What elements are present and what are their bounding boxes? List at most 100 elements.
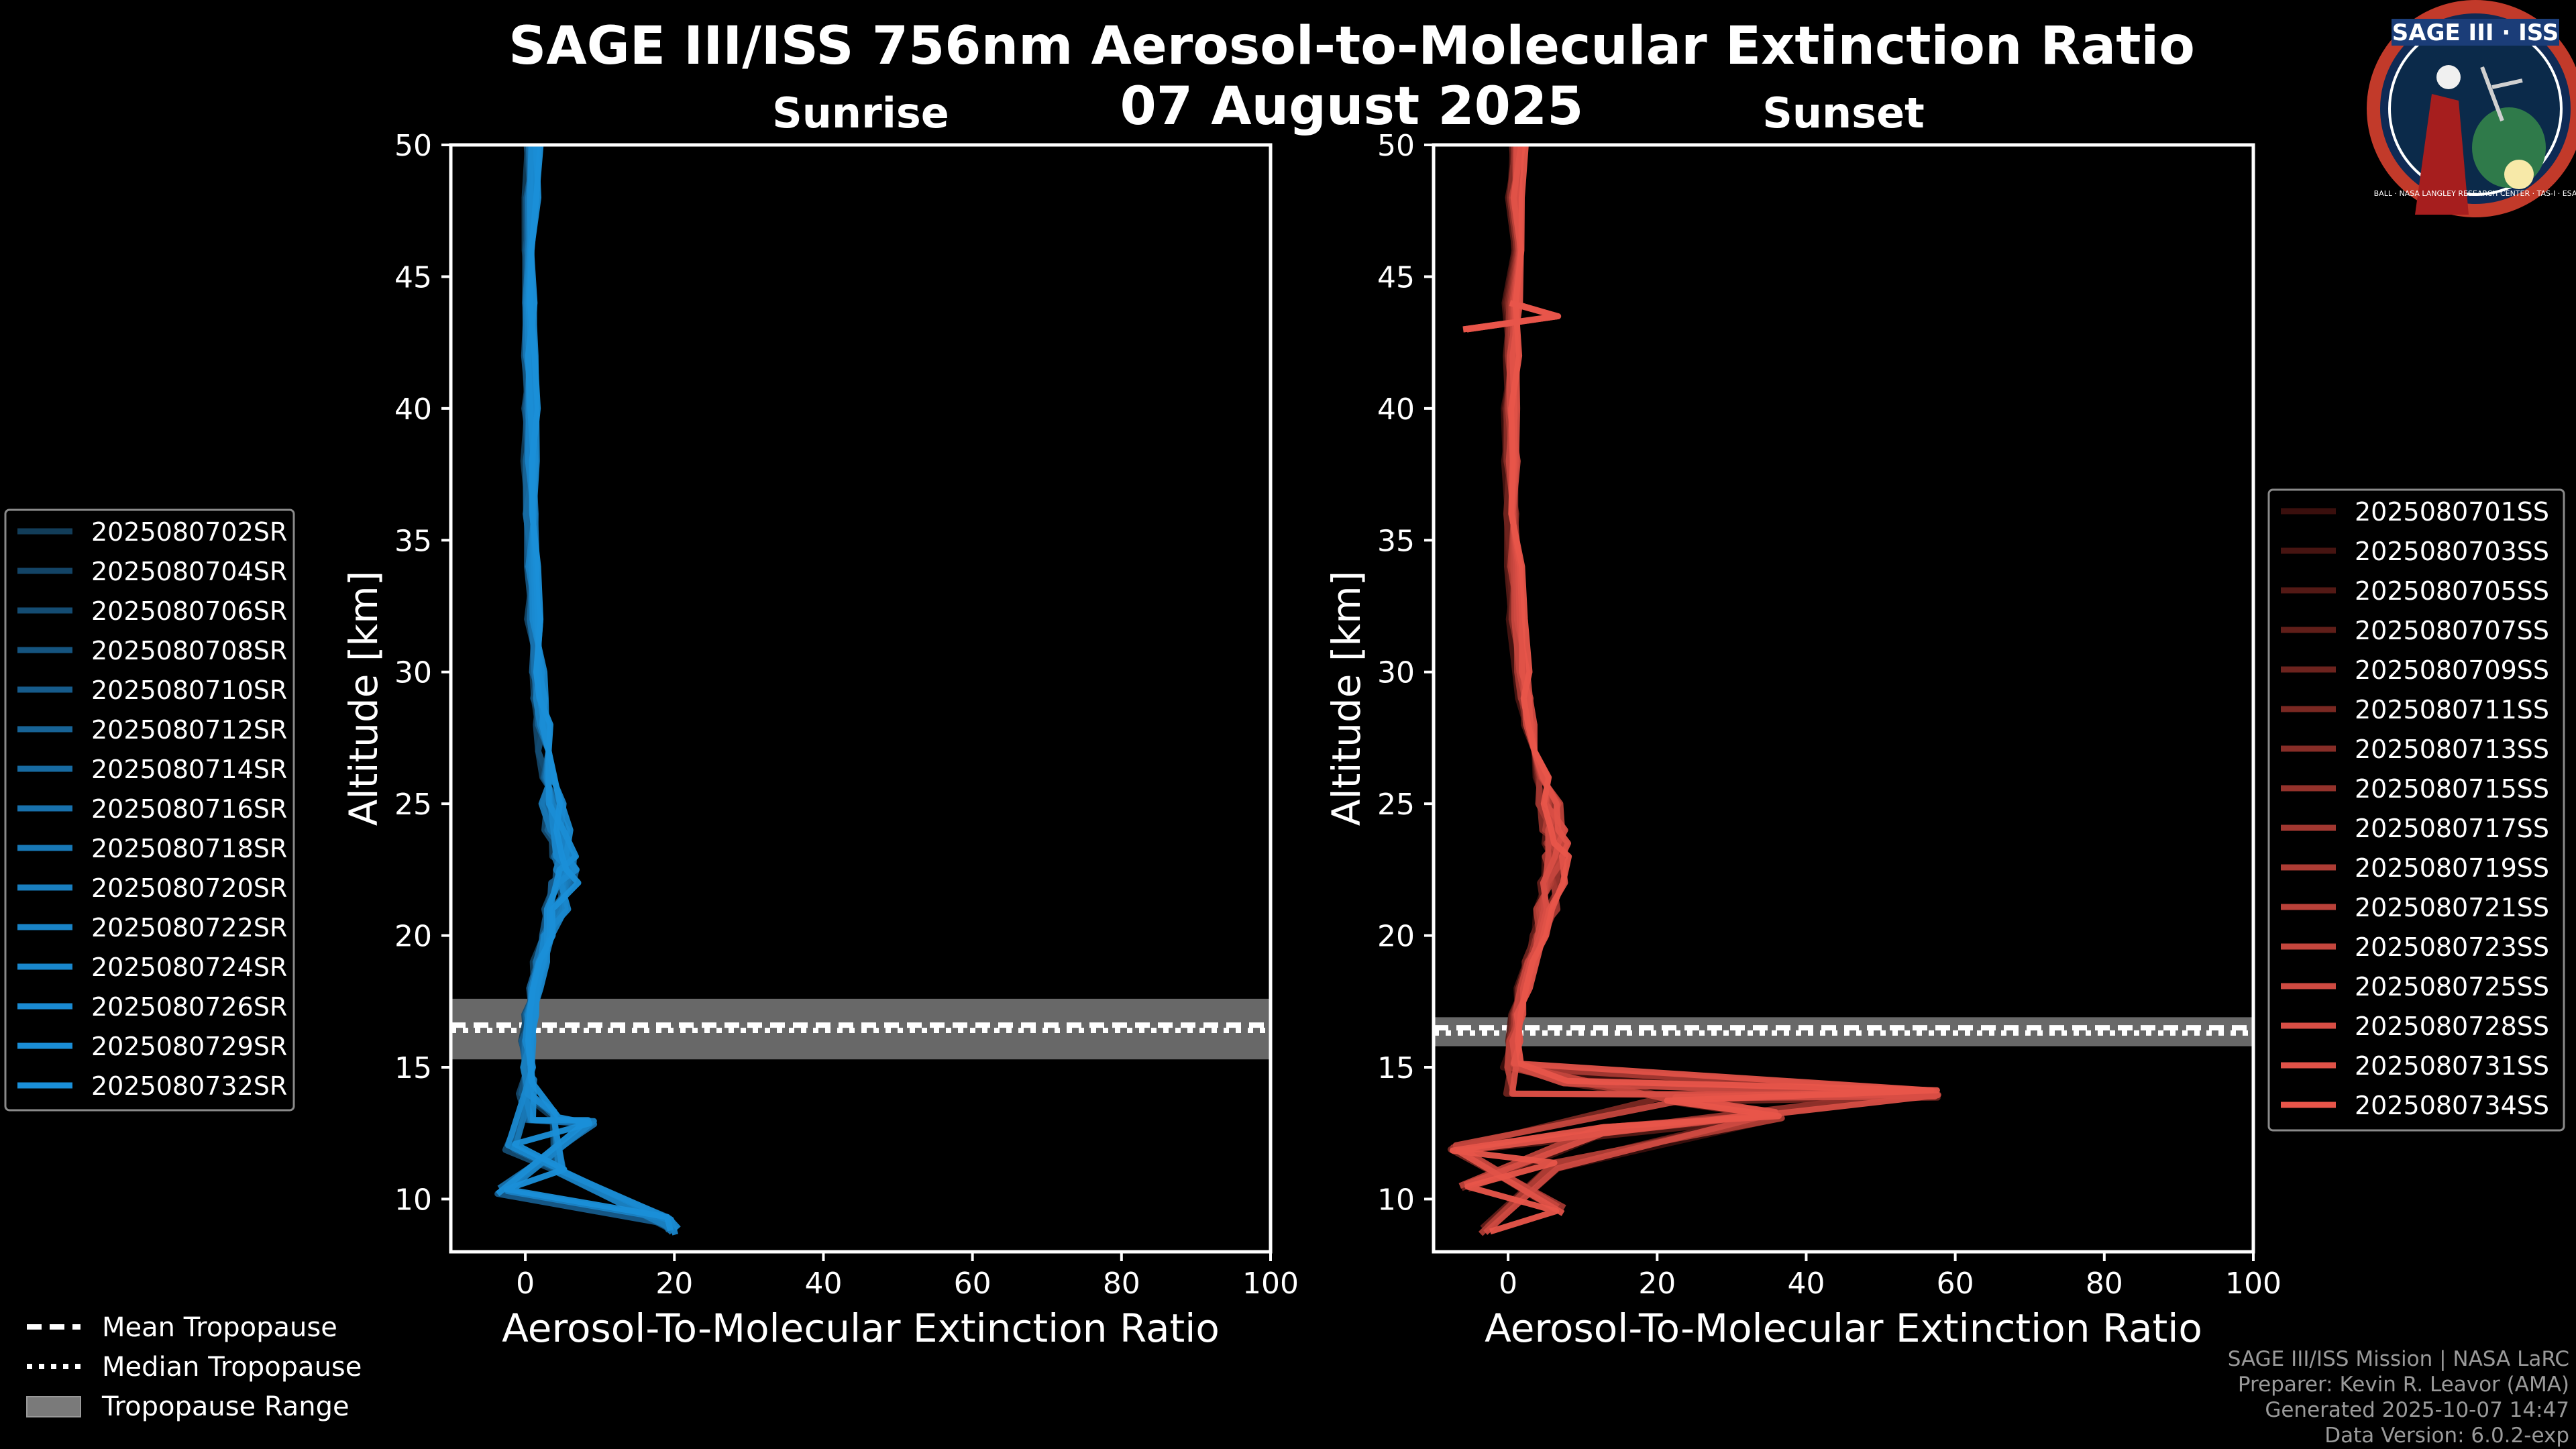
- credit-preparer: Preparer: Kevin R. Leavor (AMA): [2238, 1373, 2569, 1397]
- main-date: 07 August 2025: [1120, 76, 1584, 137]
- legend-label-2025080729SR: 2025080729SR: [91, 1032, 287, 1061]
- logo-banner: [2392, 19, 2559, 46]
- series-line-2025080734SS-upper: [1462, 300, 1561, 333]
- credit-mission: SAGE III/ISS Mission | NASA LaRC: [2228, 1347, 2569, 1371]
- plot-area: [451, 145, 1271, 1252]
- legend-box: [2267, 488, 2565, 1132]
- series-lines: [1447, 145, 1941, 1236]
- legend-label-2025080713SS: 2025080713SS: [2355, 735, 2549, 764]
- legend-label-2025080705SS: 2025080705SS: [2355, 576, 2549, 606]
- legend-label-2025080726SR: 2025080726SR: [91, 992, 287, 1022]
- legend-label-2025080717SS: 2025080717SS: [2355, 814, 2549, 843]
- y-axis-label: Altitude [km]: [1324, 571, 1369, 826]
- legend-label-2025080716SR: 2025080716SR: [91, 794, 287, 824]
- x-tick-label: 20: [655, 1267, 693, 1301]
- y-tick-label: 10: [394, 1183, 432, 1217]
- plot-frame: [449, 143, 1273, 1254]
- y-tick-label: 50: [394, 129, 432, 163]
- y-axis-label: Altitude [km]: [341, 571, 386, 826]
- logo-sun: [2504, 160, 2534, 189]
- legend-label-2025080732SR: 2025080732SR: [91, 1071, 287, 1101]
- x-axis-label: Aerosol-To-Molecular Extinction Ratio: [502, 1305, 1220, 1351]
- y-tick-label: 25: [1377, 788, 1415, 822]
- y-tick-label: 15: [394, 1051, 432, 1085]
- sage-logo: SAGE III · ISS BALL · NASA LANGLEY RESEA…: [2367, 0, 2576, 217]
- y-tick-label: 30: [1377, 656, 1415, 690]
- legend-label-2025080731SS: 2025080731SS: [2355, 1051, 2549, 1081]
- legend-label-2025080721SS: 2025080721SS: [2355, 893, 2549, 922]
- mean-tropopause-label: Mean Tropopause: [102, 1312, 337, 1343]
- y-tick-label: 10: [1377, 1183, 1415, 1217]
- logo-figure: [2415, 94, 2469, 215]
- y-tick-label: 35: [1377, 524, 1415, 558]
- legend-label-2025080724SR: 2025080724SR: [91, 953, 287, 982]
- y-tick-label: 15: [1377, 1051, 1415, 1085]
- legend-label-2025080718SR: 2025080718SR: [91, 834, 287, 863]
- tropopause-legend: Mean Tropopause Median Tropopause Tropop…: [26, 1312, 362, 1422]
- legend-label-2025080711SS: 2025080711SS: [2355, 695, 2549, 724]
- logo-ring-text: BALL · NASA LANGLEY RESEARCH CENTER · TA…: [2374, 189, 2576, 198]
- y-tick-label: 40: [1377, 392, 1415, 427]
- legend-label-2025080709SS: 2025080709SS: [2355, 655, 2549, 685]
- credit-generated: Generated 2025-10-07 14:47: [2265, 1398, 2569, 1422]
- legend-label-2025080725SS: 2025080725SS: [2355, 972, 2549, 1002]
- y-tick-label: 50: [1377, 129, 1415, 163]
- y-tick-label: 45: [1377, 260, 1415, 294]
- x-tick-label: 100: [1242, 1267, 1299, 1301]
- legend-label-2025080714SR: 2025080714SR: [91, 755, 287, 784]
- x-tick-label: 60: [1937, 1267, 1974, 1301]
- legend-label-2025080719SS: 2025080719SS: [2355, 853, 2549, 883]
- panel-title: Sunrise: [772, 89, 949, 138]
- x-tick-label: 80: [1103, 1267, 1140, 1301]
- legend-label-2025080707SS: 2025080707SS: [2355, 616, 2549, 645]
- y-tick-label: 35: [394, 524, 432, 558]
- y-tick-label: 20: [394, 920, 432, 954]
- logo-station: [2480, 66, 2523, 122]
- y-tick-label: 45: [394, 260, 432, 294]
- legend-label-2025080704SR: 2025080704SR: [91, 557, 287, 586]
- legend-label-2025080706SR: 2025080706SR: [91, 596, 287, 626]
- main-title: SAGE III/ISS 756nm Aerosol-to-Molecular …: [508, 16, 2195, 76]
- y-tick-label: 20: [1377, 920, 1415, 954]
- credits: SAGE III/ISS Mission | NASA LaRC Prepare…: [2228, 1347, 2569, 1448]
- credit-version: Data Version: 6.0.2-exp: [2324, 1424, 2569, 1448]
- x-axis-label: Aerosol-To-Molecular Extinction Ratio: [1485, 1305, 2202, 1351]
- logo-text: SAGE III · ISS: [2392, 19, 2559, 46]
- legend-label-2025080702SR: 2025080702SR: [91, 517, 287, 547]
- legend-label-2025080715SS: 2025080715SS: [2355, 774, 2549, 804]
- legend-label-2025080712SR: 2025080712SR: [91, 715, 287, 745]
- plot-frame: [1432, 143, 2255, 1254]
- y-tick-label: 40: [394, 392, 432, 427]
- x-tick-label: 100: [2225, 1267, 2282, 1301]
- series-legend: 2025080701SS 2025080703SS 2025080705SS 2025…: [2267, 488, 2565, 1132]
- x-tick-label: 80: [2086, 1267, 2123, 1301]
- x-tick-label: 0: [516, 1267, 535, 1301]
- legend-label-2025080734SS: 2025080734SS: [2355, 1091, 2549, 1120]
- legend-label-2025080723SS: 2025080723SS: [2355, 932, 2549, 962]
- series-lines: [494, 145, 681, 1236]
- legend-label-2025080703SS: 2025080703SS: [2355, 537, 2549, 566]
- x-tick-label: 40: [1787, 1267, 1825, 1301]
- legend-box: [4, 508, 295, 1112]
- x-tick-label: 0: [1499, 1267, 1517, 1301]
- x-tick-label: 20: [1638, 1267, 1676, 1301]
- panel-title: Sunset: [1762, 89, 1925, 138]
- legend-label-2025080728SS: 2025080728SS: [2355, 1012, 2549, 1041]
- median-tropopause-label: Median Tropopause: [102, 1352, 362, 1383]
- tropopause-range-label: Tropopause Range: [101, 1391, 350, 1422]
- logo-moon: [2436, 65, 2461, 89]
- y-tick-label: 25: [394, 788, 432, 822]
- x-tick-label: 40: [804, 1267, 842, 1301]
- legend-label-2025080720SR: 2025080720SR: [91, 873, 287, 903]
- legend-label-2025080701SS: 2025080701SS: [2355, 497, 2549, 527]
- series-line-2025080732SR: [503, 145, 674, 1232]
- y-tick-label: 30: [394, 656, 432, 690]
- legend-label-2025080722SR: 2025080722SR: [91, 913, 287, 943]
- tropopause-range-swatch: [26, 1396, 81, 1417]
- legend-label-2025080710SR: 2025080710SR: [91, 676, 287, 705]
- series-line-2025080734SS: [1449, 145, 1940, 1235]
- series-legend: 2025080702SR 2025080704SR 2025080706SR 2025…: [4, 508, 295, 1112]
- sunset-panel: 0 20 40 60 80 100 10 15 20 25 30 35 40 45 50 Sunset Aero…: [1324, 89, 2565, 1351]
- sunrise-panel: 0 20 40 60 80 100 10 15 20 25 30 35 40 45 50 Sunrise Aer…: [4, 89, 1299, 1351]
